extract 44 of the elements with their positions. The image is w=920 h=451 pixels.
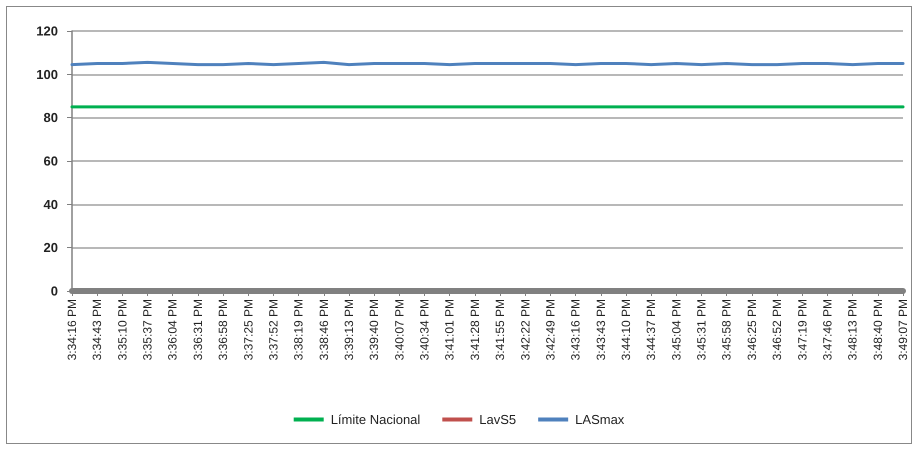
x-tick-label: 3:45:31 PM [694,299,709,360]
y-tick-label: 40 [44,196,58,212]
x-tick-label: 3:43:16 PM [568,299,583,360]
x-tick-label: 3:46:25 PM [744,299,759,360]
x-tick-label: 3:41:01 PM [442,299,457,360]
x-tick-label: 3:39:13 PM [342,299,356,360]
x-tick-label: 3:45:58 PM [720,299,734,360]
x-tick-label: 3:48:13 PM [846,299,860,360]
x-tick-label: 3:37:25 PM [241,299,256,360]
x-tick-label: 3:45:04 PM [669,299,684,360]
x-tick-label: 3:40:34 PM [418,299,432,360]
x-tick-label: 3:41:28 PM [468,299,482,360]
x-tick-label: 3:41:55 PM [493,299,508,360]
x-tick-label: 3:36:58 PM [216,299,230,360]
x-tick-label: 3:37:52 PM [266,299,280,360]
x-tick-label: 3:38:19 PM [292,299,306,360]
x-tick-label: 3:36:31 PM [190,299,205,360]
x-tick-label: 3:42:22 PM [518,299,532,360]
x-tick-label: 3:39:40 PM [367,299,382,360]
y-tick-label: 60 [44,154,58,168]
x-tick-label: 3:43:43 PM [594,299,608,360]
y-tick-label: 0 [50,284,58,298]
x-tick-label: 3:36:04 PM [166,299,180,360]
x-tick-label: 3:48:40 PM [870,299,885,360]
y-tick-label: 100 [36,66,58,82]
y-tick-label: 80 [44,110,58,126]
x-tick-label: 3:38:46 PM [316,299,331,360]
x-tick-label: 3:46:52 PM [770,299,784,360]
x-tick-label: 3:35:10 PM [115,299,130,360]
x-tick-label: 3:40:07 PM [392,299,406,360]
x-tick-label: 3:35:37 PM [140,299,155,360]
y-tick-label: 20 [44,240,58,256]
x-tick-label: 3:34:16 PM [65,299,79,360]
x-tick-label: 3:44:10 PM [619,299,633,360]
x-tick-label: 3:42:49 PM [543,299,558,360]
x-tick-label: 3:47:19 PM [795,299,810,360]
x-tick-label: 3:44:37 PM [644,299,658,360]
x-tick-label: 3:34:43 PM [90,299,104,360]
x-tick-label: 3:47:46 PM [820,299,834,360]
legend-label: LASmax [575,412,625,427]
y-tick-label: 120 [36,24,58,38]
x-tick-label: 3:49:07 PM [896,299,910,360]
legend-label: LavS5 [479,412,516,427]
legend-label: Límite Nacional [330,412,420,427]
